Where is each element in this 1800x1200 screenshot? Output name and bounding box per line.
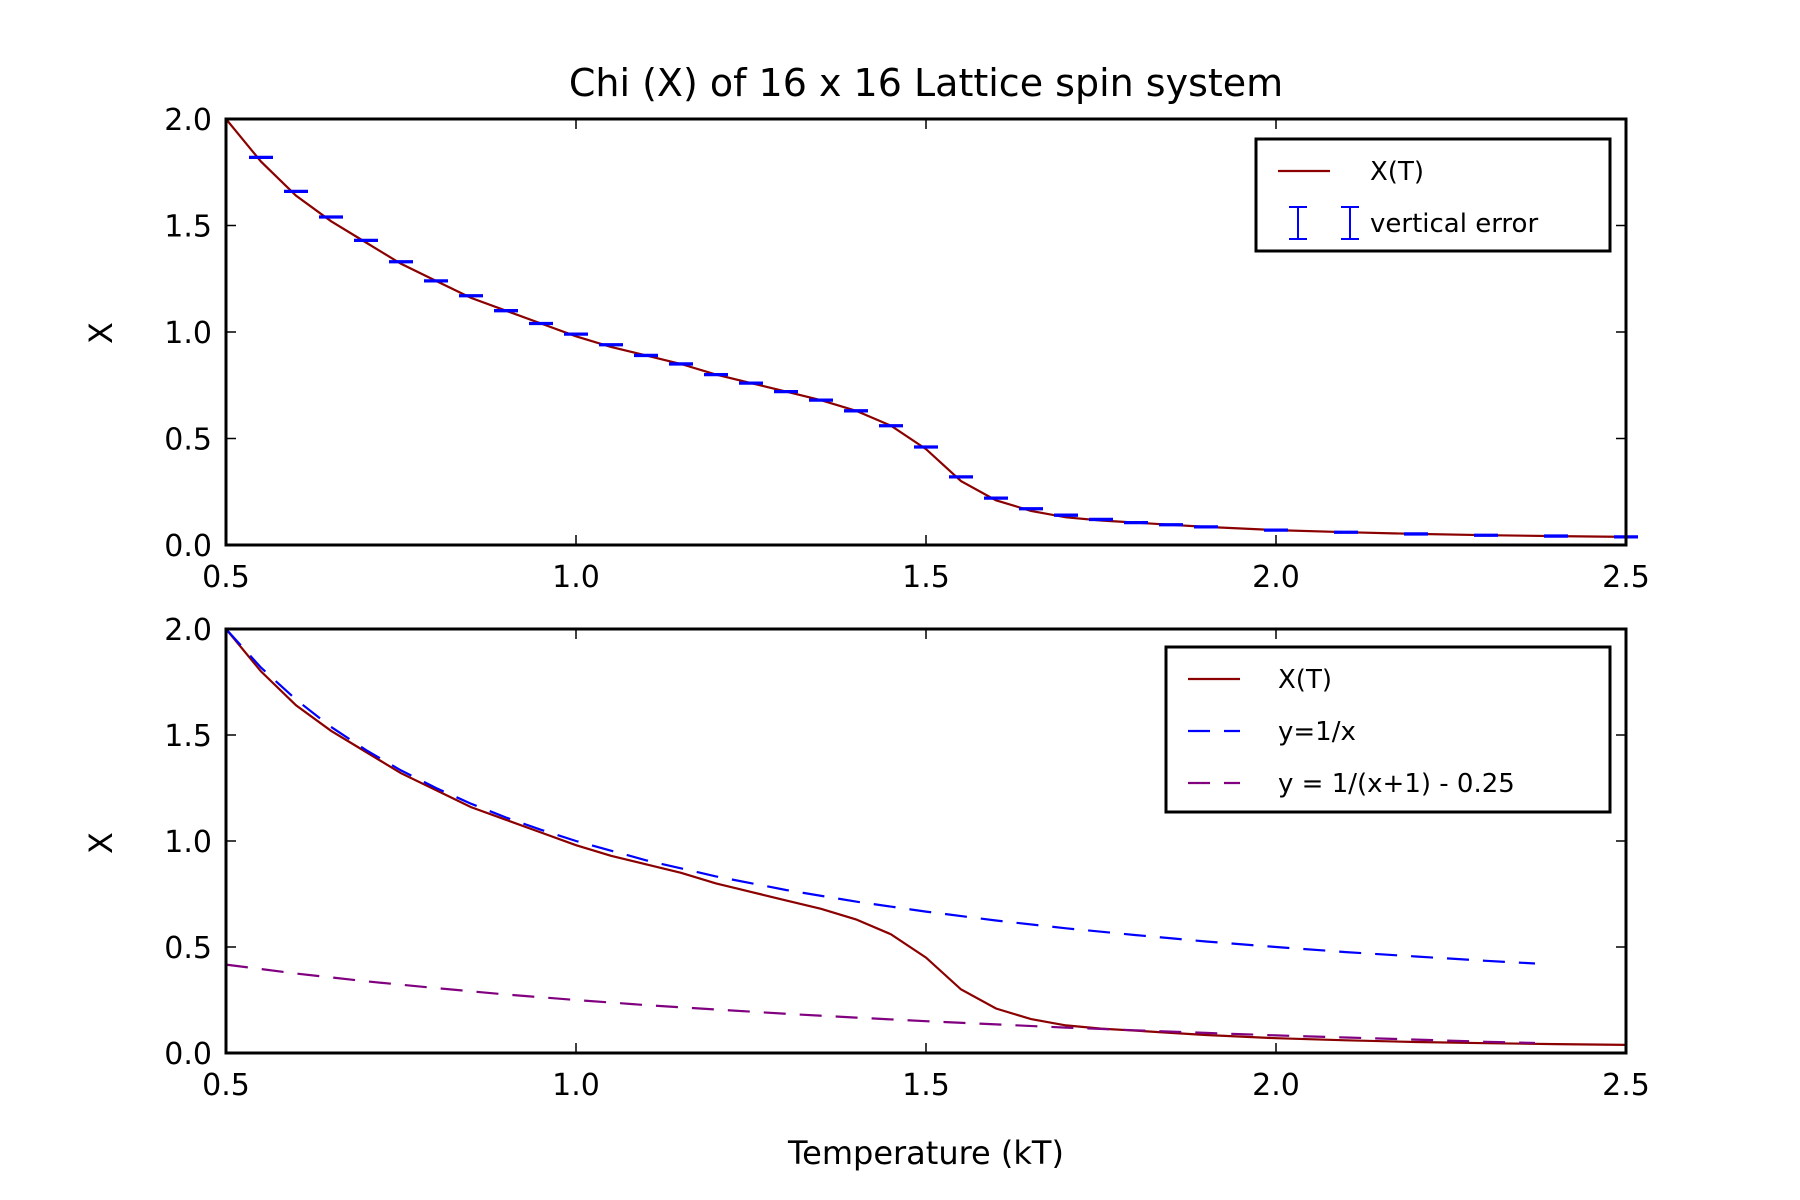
bottom-y-axis-label: X: [82, 832, 120, 854]
y-tick-label: 0.5: [164, 931, 212, 966]
error-bar: [284, 189, 308, 194]
error-bar: [739, 381, 763, 385]
legend-box: [1164, 645, 1612, 814]
bottom-plot-area: [225, 628, 1627, 1046]
series-line: [225, 628, 1627, 1046]
top-subplot: Chi (X) of 16 x 16 Lattice spin system X…: [82, 61, 1650, 595]
error-bar: [704, 372, 728, 377]
y-tick-label: 1.0: [164, 825, 212, 860]
error-bar: [599, 343, 623, 347]
error-bar: [1474, 533, 1498, 537]
error-bar: [914, 445, 938, 449]
error-bar: [809, 398, 833, 402]
y-tick-label: 1.5: [164, 719, 212, 754]
bottom-legend: X(T) y=1/x y = 1/(x+1) - 0.25: [1164, 645, 1612, 814]
top-axis-ticks: 0.5 1.0 1.5 2.0 2.50.00.51.01.52.0: [164, 103, 1650, 595]
error-bar: [1159, 523, 1183, 527]
x-tick-label: 0.5: [202, 560, 250, 595]
series-line: [225, 628, 1536, 965]
legend-label: X(T): [1278, 665, 1332, 695]
error-bar: [1019, 507, 1043, 511]
bottom-axes-frame: [224, 627, 1628, 1055]
bottom-subplot: X Temperature (kT) 0.5 1.0 1.5 2.0 2.50.00.5…: [82, 613, 1650, 1172]
error-bar: [319, 215, 343, 219]
error-bar: [459, 294, 483, 298]
error-bar: [984, 496, 1008, 500]
error-bar: [634, 353, 658, 358]
error-bar: [949, 475, 973, 479]
x-tick-label: 1.5: [902, 560, 950, 595]
error-bar: [1334, 530, 1358, 534]
y-tick-label: 1.0: [164, 316, 212, 351]
top-y-axis-label: X: [82, 322, 120, 344]
error-bar: [879, 424, 903, 428]
x-axis-label: Temperature (kT): [787, 1134, 1064, 1172]
y-tick-label: 0.0: [164, 1037, 212, 1072]
x-tick-label: 2.5: [1602, 560, 1650, 595]
error-bar: [669, 362, 693, 366]
error-bar: [1194, 525, 1218, 529]
error-bar: [564, 332, 588, 336]
error-bar: [844, 409, 868, 413]
error-bar: [494, 309, 518, 313]
x-tick-label: 0.5: [202, 1068, 250, 1103]
series-line: [225, 963, 1536, 1045]
error-bar: [249, 155, 273, 159]
legend-label: X(T): [1370, 157, 1424, 187]
bottom-axis-ticks: 0.5 1.0 1.5 2.0 2.50.00.51.01.52.0: [164, 613, 1650, 1103]
error-bar: [424, 279, 448, 283]
y-tick-label: 1.5: [164, 210, 212, 245]
error-bar: [1544, 534, 1568, 538]
legend-label: y=1/x: [1278, 717, 1356, 747]
x-tick-label: 1.0: [552, 560, 600, 595]
top-axes-frame: [224, 117, 1628, 547]
error-bar: [1124, 520, 1148, 525]
error-bar: [389, 260, 413, 264]
error-bar: [1089, 517, 1113, 522]
x-tick-label: 2.0: [1252, 560, 1300, 595]
error-bar: [1404, 532, 1428, 536]
legend-label: vertical error: [1370, 209, 1538, 239]
error-bar: [774, 390, 798, 394]
x-tick-label: 1.0: [552, 1068, 600, 1103]
top-plot-area: [225, 118, 1638, 539]
x-tick-label: 2.0: [1252, 1068, 1300, 1103]
x-tick-label: 2.5: [1602, 1068, 1650, 1103]
top-legend: X(T) vertical error: [1254, 137, 1612, 253]
legend-box: [1254, 137, 1612, 253]
error-bar: [1054, 513, 1078, 517]
error-bar: [1264, 528, 1288, 532]
error-bar: [354, 238, 378, 243]
y-tick-label: 2.0: [164, 613, 212, 648]
chart-title: Chi (X) of 16 x 16 Lattice spin system: [569, 61, 1283, 105]
x-tick-label: 1.5: [902, 1068, 950, 1103]
y-tick-label: 0.0: [164, 529, 212, 564]
y-tick-label: 2.0: [164, 103, 212, 138]
y-tick-label: 0.5: [164, 423, 212, 458]
legend-label: y = 1/(x+1) - 0.25: [1278, 769, 1515, 799]
error-bar: [529, 321, 553, 326]
